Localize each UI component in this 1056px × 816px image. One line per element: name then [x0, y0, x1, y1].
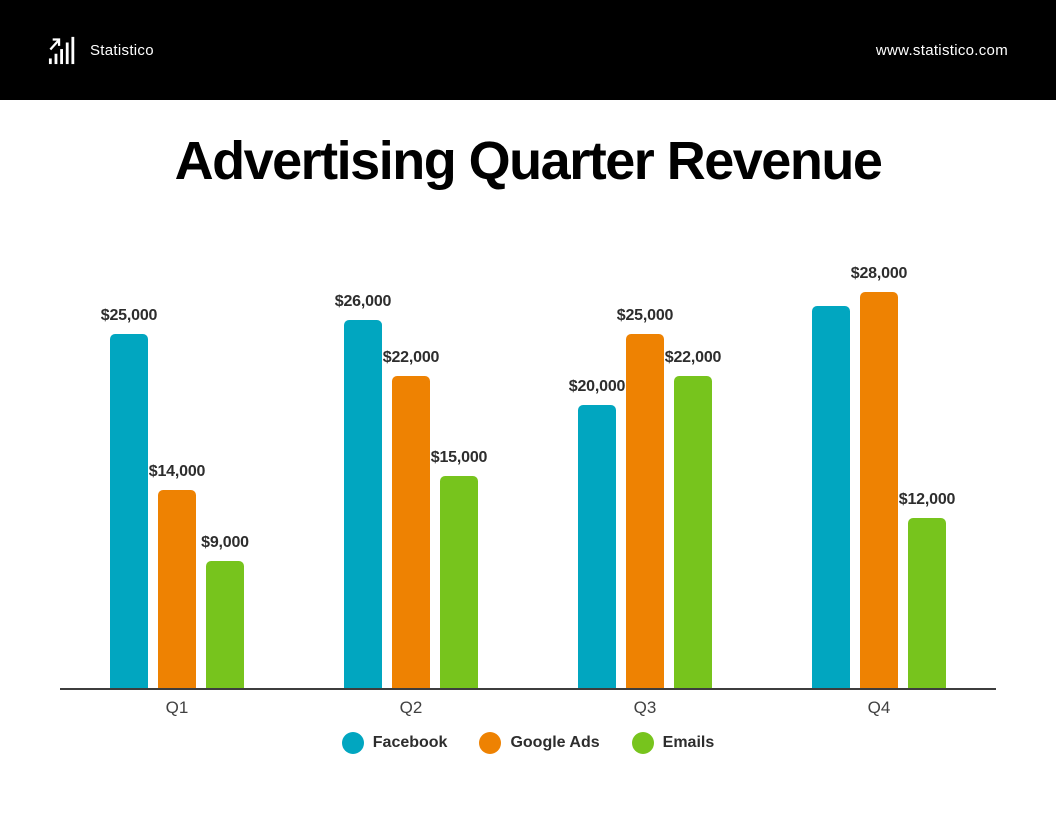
- bar-cell: [812, 306, 850, 688]
- bar-cell: $9,000: [201, 534, 249, 688]
- x-tick-label-q2: Q2: [399, 698, 423, 717]
- plot-area: $25,000 $14,000 $9,000 $26,000 $22,000 $15,00…: [60, 248, 996, 690]
- brand-name: Statistico: [90, 41, 154, 59]
- legend-item-google-ads: Google Ads: [479, 732, 600, 754]
- bar-value-label: $22,000: [382, 349, 440, 366]
- bar-google-ads-q1: [158, 490, 196, 688]
- header-bar: Statistico www.statistico.com: [0, 0, 1056, 100]
- bar-group-q3: $20,000 $25,000 $22,000: [569, 307, 721, 688]
- bar-cell: $22,000: [383, 349, 439, 688]
- bar-facebook-q2: [344, 320, 382, 688]
- bar-google-ads-q3: [626, 334, 664, 688]
- bar-cell: $25,000: [101, 307, 157, 688]
- bar-cell: $15,000: [431, 449, 487, 688]
- bar-cell: $12,000: [899, 491, 955, 688]
- bar-value-label: $25,000: [616, 307, 674, 324]
- bar-value-label: $15,000: [430, 449, 488, 466]
- bar-group-q1: $25,000 $14,000 $9,000: [101, 307, 249, 688]
- bar-facebook-q4: [812, 306, 850, 688]
- bar-emails-q4: [908, 518, 946, 688]
- bar-group-q4: $28,000 $12,000: [812, 265, 955, 688]
- bar-cell: $20,000: [569, 378, 625, 688]
- x-tick-label-q1: Q1: [165, 698, 189, 717]
- legend-label: Google Ads: [510, 734, 600, 751]
- bar-value-label: $12,000: [898, 491, 956, 508]
- legend: Facebook Google Ads Emails: [0, 732, 1056, 754]
- bar-emails-q3: [674, 376, 712, 688]
- bar-google-ads-q2: [392, 376, 430, 688]
- legend-swatch-emails: [631, 732, 654, 754]
- legend-label: Facebook: [372, 734, 448, 751]
- bar-emails-q2: [440, 476, 478, 688]
- legend-swatch-google-ads: [479, 732, 502, 754]
- bar-chart-arrow-icon: [48, 35, 78, 65]
- bar-value-label: $9,000: [201, 534, 249, 551]
- bar-value-label: $20,000: [568, 378, 626, 395]
- x-axis-ticks: Q1 Q2 Q3 Q4: [60, 690, 996, 722]
- bar-facebook-q1: [110, 334, 148, 688]
- bar-cell: $26,000: [335, 293, 391, 688]
- bar-emails-q1: [206, 561, 244, 688]
- bar-facebook-q3: [578, 405, 616, 688]
- bar-cell: $22,000: [665, 349, 721, 688]
- bar-value-label: $28,000: [850, 265, 908, 282]
- bar-google-ads-q4: [860, 292, 898, 688]
- bar-cell: $28,000: [851, 265, 907, 688]
- bar-value-label: $22,000: [664, 349, 722, 366]
- bar-value-label: $26,000: [334, 293, 392, 310]
- legend-item-facebook: Facebook: [341, 732, 448, 754]
- bar-cell: $25,000: [617, 307, 673, 688]
- legend-item-emails: Emails: [631, 732, 715, 754]
- bar-group-q2: $26,000 $22,000 $15,000: [335, 293, 487, 688]
- bar-value-label: $14,000: [148, 463, 206, 480]
- website-url: www.statistico.com: [875, 41, 1008, 59]
- chart-title: Advertising Quarter Revenue: [174, 131, 883, 191]
- bar-value-label: $25,000: [100, 307, 158, 324]
- x-tick-label-q4: Q4: [867, 698, 891, 717]
- brand: Statistico: [48, 35, 154, 65]
- legend-label: Emails: [662, 734, 715, 751]
- chart: $25,000 $14,000 $9,000 $26,000 $22,000 $15,00…: [60, 248, 996, 722]
- legend-swatch-facebook: [341, 732, 364, 754]
- x-tick-label-q3: Q3: [633, 698, 657, 717]
- bar-cell: $14,000: [149, 463, 205, 688]
